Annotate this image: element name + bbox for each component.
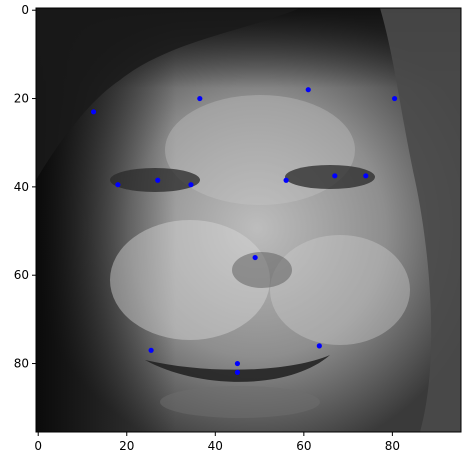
y-tick-label: 80 [14,357,29,371]
keypoint-13 [234,360,241,367]
keypoint-0 [90,109,97,115]
y-axis: 0 20 40 60 80 [14,3,36,371]
keypoint-5 [155,177,161,183]
keypoint-9 [363,173,369,179]
keypoint-10 [252,254,258,261]
keypoint-3 [391,95,398,102]
x-tick-label: 60 [296,439,311,453]
keypoint-6 [188,182,194,188]
keypoint-1 [197,95,203,102]
keypoint-8 [332,173,338,179]
keypoint-14 [234,369,241,375]
keypoint-12 [316,343,322,349]
keypoints-layer [90,87,398,375]
x-tick-label: 0 [34,439,42,453]
keypoint-11 [148,347,154,353]
x-tick-label: 20 [119,439,134,453]
y-tick-label: 0 [21,3,29,17]
keypoint-2 [305,87,311,93]
y-tick-label: 20 [14,92,29,106]
face-image [36,8,461,432]
axes-frame [35,7,462,433]
y-tick-label: 40 [14,180,29,194]
keypoint-7 [283,177,289,183]
x-axis: 0 20 40 60 80 [34,432,400,453]
x-tick-label: 80 [385,439,400,453]
y-tick-label: 60 [14,268,29,282]
keypoint-4 [115,182,121,188]
x-tick-label: 40 [208,439,223,453]
